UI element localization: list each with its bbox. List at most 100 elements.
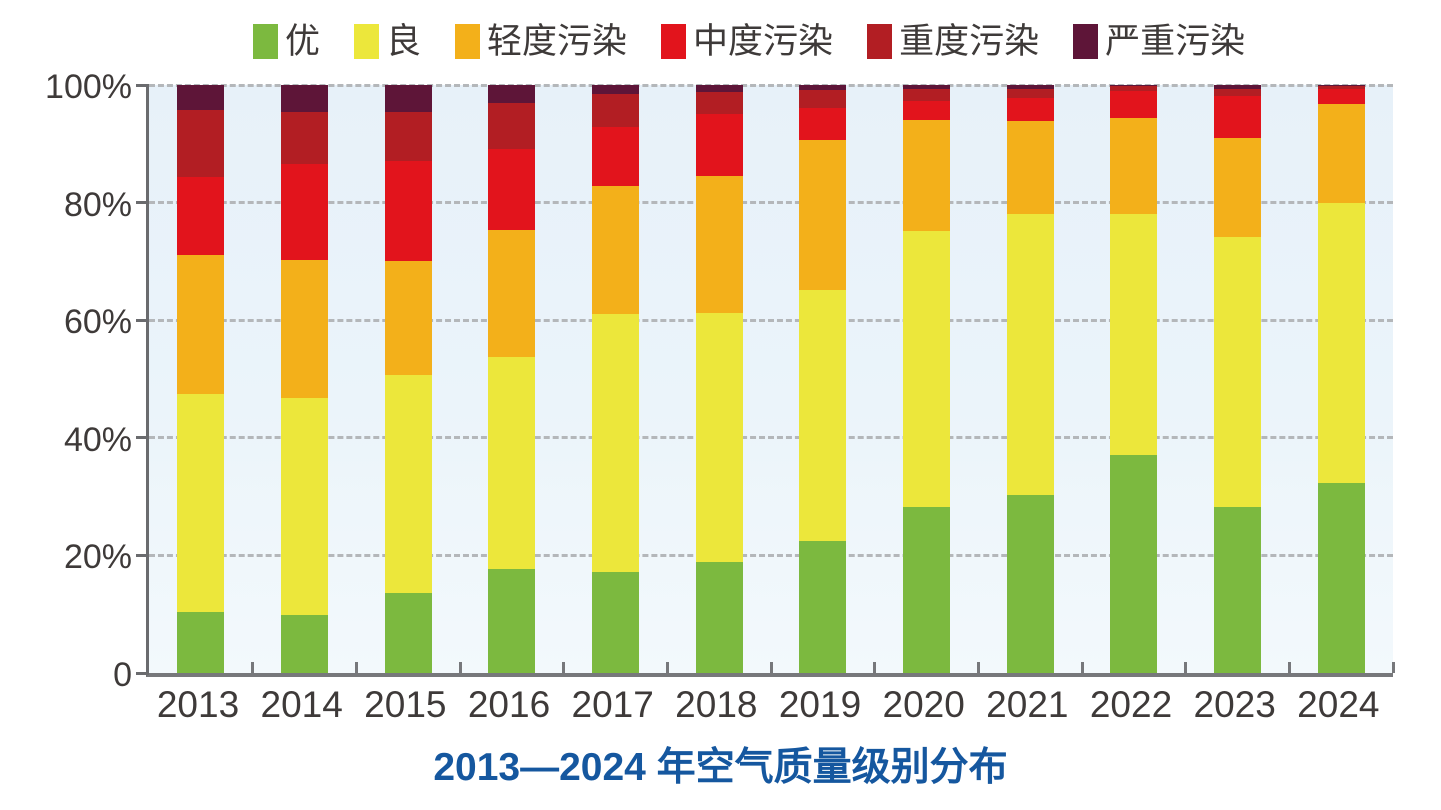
segment-中度污染-2022 [1110, 90, 1158, 118]
y-tick-80 [136, 201, 149, 205]
segment-轻度污染-2013 [177, 254, 225, 394]
legend-label: 中度污染 [693, 21, 834, 61]
chart-legend: 优 良 轻度污染 中度污染 重度污染 严重污染 [253, 18, 1245, 64]
segment-优-2019 [799, 540, 847, 673]
segment-严重污染-2020 [903, 85, 950, 89]
x-tick-2024 [1391, 662, 1395, 673]
segment-良-2015 [384, 374, 432, 594]
x-axis-label-2017: 2017 [571, 684, 654, 725]
x-tick-2017 [665, 662, 669, 673]
segment-严重污染-2018 [695, 85, 743, 93]
segment-轻度污染-2018 [695, 176, 743, 313]
segment-轻度污染-2015 [384, 261, 432, 375]
segment-严重污染-2013 [177, 85, 225, 111]
bar-2022 [1110, 85, 1158, 673]
x-tick-2022 [1184, 662, 1188, 673]
segment-重度污染-2017 [592, 93, 639, 128]
segment-优-2020 [903, 507, 950, 673]
legend-label: 良 [386, 21, 422, 61]
legend-item-严重污染: 严重污染 [1073, 21, 1246, 61]
y-tick-100 [136, 83, 149, 87]
bar-2019 [799, 85, 847, 673]
x-tick-2013 [251, 662, 255, 673]
segment-优-2021 [1006, 494, 1054, 673]
bar-2016 [488, 85, 536, 673]
segment-轻度污染-2020 [903, 119, 950, 231]
segment-优-2023 [1214, 507, 1261, 673]
y-axis-label-100: 100% [45, 68, 132, 106]
segment-中度污染-2014 [281, 164, 328, 261]
bar-2020 [903, 85, 950, 673]
y-tick-0 [136, 671, 149, 675]
segment-优-2017 [592, 571, 639, 673]
segment-中度污染-2024 [1317, 89, 1365, 104]
segment-严重污染-2019 [799, 85, 847, 90]
y-axis-label-40: 40% [63, 420, 132, 459]
segment-优-2015 [384, 593, 432, 673]
legend-item-重度污染: 重度污染 [867, 21, 1040, 61]
segment-良-2022 [1110, 214, 1158, 455]
chart-title: 2013—2024 年空气质量级别分布 [433, 746, 1008, 789]
legend-item-优: 优 [253, 23, 320, 59]
legend-swatch-icon [253, 23, 278, 59]
segment-重度污染-2013 [177, 110, 225, 177]
y-axis-label-60: 60% [63, 303, 132, 342]
segment-中度污染-2015 [384, 161, 432, 262]
x-axis-label-2013: 2013 [156, 684, 240, 725]
x-axis-label-2021: 2021 [986, 684, 1069, 725]
segment-重度污染-2020 [903, 88, 950, 101]
segment-中度污染-2018 [695, 113, 743, 177]
gridline-20 [149, 553, 1393, 557]
segment-重度污染-2021 [1006, 89, 1054, 98]
segment-重度污染-2024 [1317, 86, 1365, 90]
bar-2024 [1317, 85, 1365, 673]
bar-2021 [1006, 85, 1054, 673]
x-tick-2019 [873, 662, 877, 673]
x-axis-label-2014: 2014 [260, 684, 343, 725]
segment-重度污染-2023 [1214, 88, 1261, 97]
segment-重度污染-2015 [384, 111, 432, 162]
y-axis-label-20: 20% [63, 538, 132, 577]
legend-label: 重度污染 [899, 21, 1040, 61]
bar-2013 [177, 85, 225, 673]
segment-优-2022 [1110, 454, 1158, 673]
segment-轻度污染-2017 [592, 186, 639, 315]
legend-item-中度污染: 中度污染 [661, 21, 834, 61]
segment-严重污染-2016 [488, 85, 536, 104]
gridline-80 [149, 201, 1393, 205]
bar-2015 [384, 85, 432, 673]
gridline-40 [149, 436, 1393, 440]
segment-良-2020 [903, 230, 950, 508]
segment-轻度污染-2016 [488, 230, 536, 357]
y-tick-40 [136, 436, 149, 440]
segment-中度污染-2020 [903, 100, 950, 120]
segment-重度污染-2014 [281, 111, 328, 165]
gridline-100 [149, 83, 1393, 87]
y-axis-label-0: 0 [113, 656, 132, 694]
segment-良-2014 [281, 398, 328, 615]
bar-2014 [281, 85, 328, 673]
x-tick-2020 [976, 662, 980, 673]
bar-2018 [695, 85, 743, 673]
segment-良-2023 [1214, 236, 1261, 508]
legend-label: 轻度污染 [487, 21, 628, 61]
segment-轻度污染-2022 [1110, 117, 1158, 215]
segment-严重污染-2017 [592, 85, 639, 94]
segment-良-2016 [488, 356, 536, 569]
legend-label: 严重污染 [1105, 21, 1246, 61]
segment-严重污染-2021 [1006, 85, 1054, 90]
segment-轻度污染-2019 [799, 139, 847, 291]
segment-严重污染-2024 [1317, 85, 1365, 87]
gridline-60 [149, 318, 1393, 322]
segment-轻度污染-2024 [1317, 103, 1365, 203]
segment-严重污染-2022 [1110, 85, 1158, 87]
segment-轻度污染-2023 [1214, 137, 1261, 237]
segment-重度污染-2016 [488, 103, 536, 150]
segment-优-2013 [177, 611, 225, 673]
x-tick-2014 [354, 662, 358, 673]
segment-中度污染-2016 [488, 149, 536, 231]
x-axis-label-2020: 2020 [882, 684, 965, 725]
legend-swatch-icon [455, 23, 481, 59]
y-tick-60 [136, 318, 149, 322]
